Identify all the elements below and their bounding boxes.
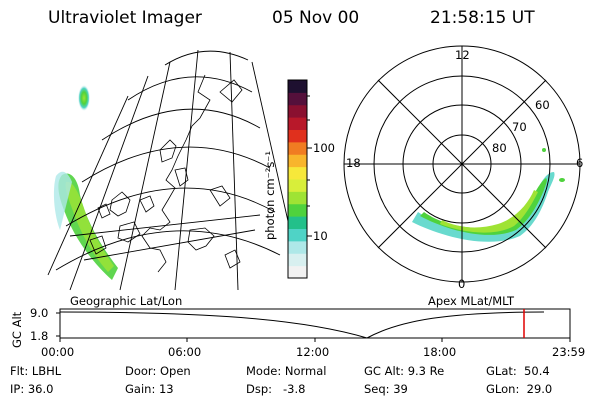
colorbar-segment [288, 216, 307, 229]
colorbar-segment [288, 253, 307, 267]
timeline-x-tick: 00:00 [41, 345, 75, 359]
polar-panel-label: Apex MLat/MLT [428, 294, 515, 308]
status-gc-alt: GC Alt: 9.3 Re [364, 364, 445, 378]
status-glat: GLat: 50.4 [486, 364, 550, 378]
lat-label-70: 70 [512, 120, 527, 134]
colorbar-segment [288, 203, 307, 217]
status-seq: Seq: 39 [364, 382, 408, 396]
lat-label-80: 80 [492, 141, 507, 155]
altitude-curve [59, 311, 545, 339]
timeline-x-tick: 12:00 [296, 345, 330, 359]
status-ip: IP: 36.0 [10, 382, 54, 396]
colorbar-segment [288, 191, 307, 205]
status-glon: GLon: 29.0 [486, 382, 553, 396]
colorbar-segment [288, 228, 307, 242]
timeline-y-tick-min: 1.8 [30, 329, 49, 343]
timeline-x-tick: 23:59 [552, 345, 586, 359]
lat-label-60: 60 [535, 98, 550, 112]
timeline-x-tick: 18:00 [423, 345, 457, 359]
colorbar-segment [288, 166, 307, 180]
observation-date: 05 Nov 00 [272, 8, 360, 28]
polar-map [343, 45, 581, 283]
geographic-map [47, 49, 291, 291]
emission-spot [78, 85, 90, 111]
geo-panel-label: Geographic Lat/Lon [70, 294, 183, 308]
status-filter: Flt: LBHL [10, 364, 62, 378]
mlt-label-right: 6 [576, 156, 584, 170]
status-gain: Gain: 13 [125, 382, 174, 396]
timeline-x-tick: 06:00 [168, 345, 202, 359]
timeline-y-label: GC Alt [10, 311, 24, 348]
status-door: Door: Open [125, 364, 191, 378]
colorbar-segment [288, 117, 307, 130]
colorbar-segment [288, 265, 307, 279]
map-grid [47, 49, 291, 291]
coastlines [89, 74, 243, 273]
colorbar-segment [288, 104, 307, 118]
colorbar-unit-label: photon cm⁻²s⁻¹ [263, 151, 277, 240]
colorbar-segment [288, 240, 307, 254]
colorbar-segment [288, 179, 307, 192]
colorbar-segment [288, 92, 307, 106]
timeline-plot [56, 308, 571, 342]
status-mode: Mode: Normal [246, 364, 327, 378]
mlt-label-bottom: 0 [458, 277, 466, 291]
observation-time: 21:58:15 UT [430, 8, 535, 28]
mlt-label-left: 18 [346, 156, 361, 170]
colorbar-tick-10: 10 [313, 229, 328, 243]
colorbar [287, 79, 312, 279]
colorbar-segment [288, 141, 307, 155]
mlt-label-top: 12 [455, 48, 470, 62]
colorbar-segment [288, 80, 307, 93]
status-dsp: Dsp: -3.8 [246, 382, 306, 396]
timeline-y-tick-max: 9.0 [30, 306, 49, 320]
colorbar-tick-100: 100 [313, 141, 335, 155]
colorbar-segment [288, 129, 307, 143]
instrument-title: Ultraviolet Imager [48, 8, 202, 28]
colorbar-segment [288, 154, 307, 168]
